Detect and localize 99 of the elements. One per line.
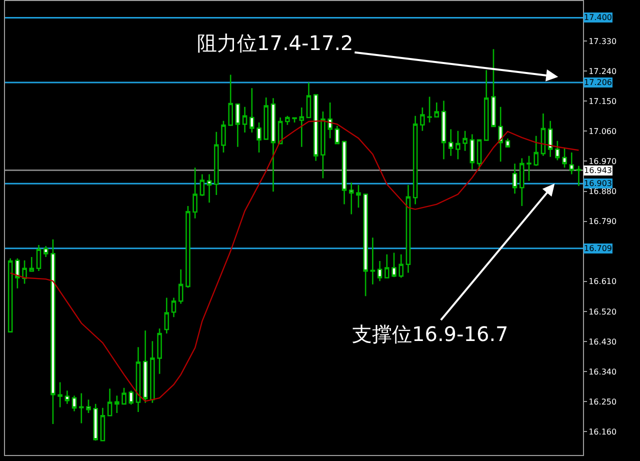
candlestick	[313, 93, 318, 162]
candlestick	[206, 174, 212, 204]
candlestick	[250, 87, 254, 134]
candlestick	[29, 256, 34, 272]
candlestick	[122, 387, 126, 406]
candlestick	[356, 184, 361, 208]
candlestick	[334, 125, 340, 145]
candlestick	[348, 182, 354, 215]
candlestick	[256, 122, 262, 154]
candlestick	[186, 205, 190, 288]
candlestick	[412, 115, 418, 205]
candlestick	[299, 106, 304, 148]
candlestick	[306, 82, 312, 119]
candlestick	[235, 104, 240, 148]
candlestick	[470, 134, 475, 170]
y-tick-label: 16.160	[588, 427, 617, 436]
candlestick	[192, 166, 198, 219]
candlestick	[58, 382, 62, 408]
y-tick-label: 17.240	[588, 66, 617, 76]
candlestick	[114, 394, 120, 414]
candlestick	[370, 237, 376, 286]
candlestick	[484, 69, 489, 142]
candlestick	[22, 260, 27, 284]
y-tick-label: 16.340	[588, 367, 617, 376]
candlestick	[164, 297, 170, 334]
candlestick	[384, 254, 390, 280]
candlestick	[93, 403, 98, 442]
candlestick	[128, 390, 134, 406]
y-tick-label: 16.430	[588, 337, 617, 346]
candlestick	[476, 138, 482, 170]
y-tick-label: 16.610	[588, 277, 617, 286]
ref-line-label: 17.206	[584, 78, 612, 87]
candlestick	[363, 194, 368, 297]
y-tick-label: 16.250	[588, 397, 617, 406]
ref-line-label: 16.943	[584, 166, 612, 175]
candlestick	[221, 120, 226, 154]
candlestick	[292, 116, 297, 124]
candlestick	[142, 330, 148, 404]
candlestick	[540, 112, 546, 157]
candlestick	[64, 390, 70, 405]
candlestick	[505, 138, 510, 148]
candlestick	[398, 254, 404, 278]
candlestick	[43, 245, 48, 258]
candlestick	[78, 392, 84, 424]
candlestick	[157, 328, 162, 375]
candlestick	[448, 128, 454, 157]
candlestick	[434, 102, 440, 118]
candlestick	[107, 388, 112, 416]
candlestick	[520, 158, 524, 207]
y-tick-label: 16.790	[588, 217, 617, 226]
candlestick	[406, 184, 411, 274]
candlestick	[526, 155, 532, 182]
candlestick	[512, 162, 518, 194]
candlestick	[569, 152, 574, 175]
candlestick	[214, 131, 219, 196]
candlestick	[100, 407, 106, 442]
candlestick	[328, 102, 332, 139]
candlestick	[50, 238, 56, 425]
ref-line-label: 16.709	[584, 244, 612, 253]
candlestick	[555, 140, 560, 161]
y-tick-label: 17.330	[588, 36, 617, 46]
candlestick	[342, 140, 347, 205]
candlestick	[420, 106, 425, 132]
candlestick	[498, 106, 503, 162]
candlestick	[200, 174, 205, 197]
candlestick	[441, 100, 446, 160]
annotation: 阻力位17.4-17.2	[197, 31, 354, 55]
candlestick	[228, 74, 233, 126]
candlestick	[150, 340, 155, 404]
y-tick-label: 17.150	[588, 96, 617, 106]
candlestick	[242, 106, 248, 134]
candlestick	[392, 252, 396, 278]
candlestick	[456, 130, 460, 160]
ref-line-label: 17.400	[584, 13, 612, 22]
candlestick	[8, 258, 13, 332]
candlestick	[171, 297, 176, 318]
y-tick-label: 16.520	[588, 307, 617, 316]
candlestick	[534, 135, 538, 167]
annotation: 支撑位16.9-16.7	[352, 322, 508, 346]
candlestick	[72, 394, 77, 412]
y-tick-label: 16.970	[588, 157, 617, 166]
y-tick-label: 17.060	[588, 126, 617, 136]
candlestick	[576, 165, 582, 187]
candlestick	[178, 268, 184, 304]
candlestick	[462, 130, 468, 152]
candlestick	[270, 97, 276, 192]
candlestick	[377, 260, 382, 282]
candlestick	[36, 244, 42, 272]
ref-line-label: 16.903	[584, 179, 612, 188]
candlestick	[136, 346, 141, 413]
line-series	[10, 120, 580, 402]
candlestick	[86, 398, 91, 414]
candlestick	[562, 146, 567, 168]
candlestick	[285, 115, 290, 126]
candlestick	[427, 96, 432, 124]
candlestick	[548, 120, 553, 158]
candlestick	[15, 258, 20, 290]
candlestick	[264, 96, 268, 141]
candlestick	[320, 110, 326, 179]
